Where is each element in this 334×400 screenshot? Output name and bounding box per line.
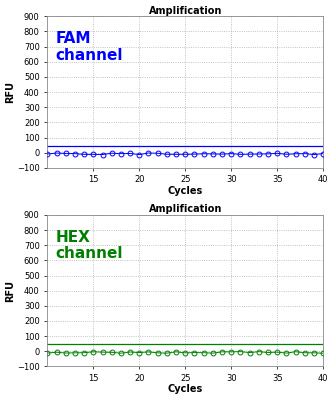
X-axis label: Cycles: Cycles — [168, 384, 203, 394]
Text: FAM
channel: FAM channel — [55, 32, 123, 63]
Title: Amplification: Amplification — [149, 204, 222, 214]
Title: Amplification: Amplification — [149, 6, 222, 16]
Y-axis label: RFU: RFU — [6, 81, 16, 103]
X-axis label: Cycles: Cycles — [168, 186, 203, 196]
Y-axis label: RFU: RFU — [6, 280, 16, 302]
Text: HEX
channel: HEX channel — [55, 230, 123, 261]
